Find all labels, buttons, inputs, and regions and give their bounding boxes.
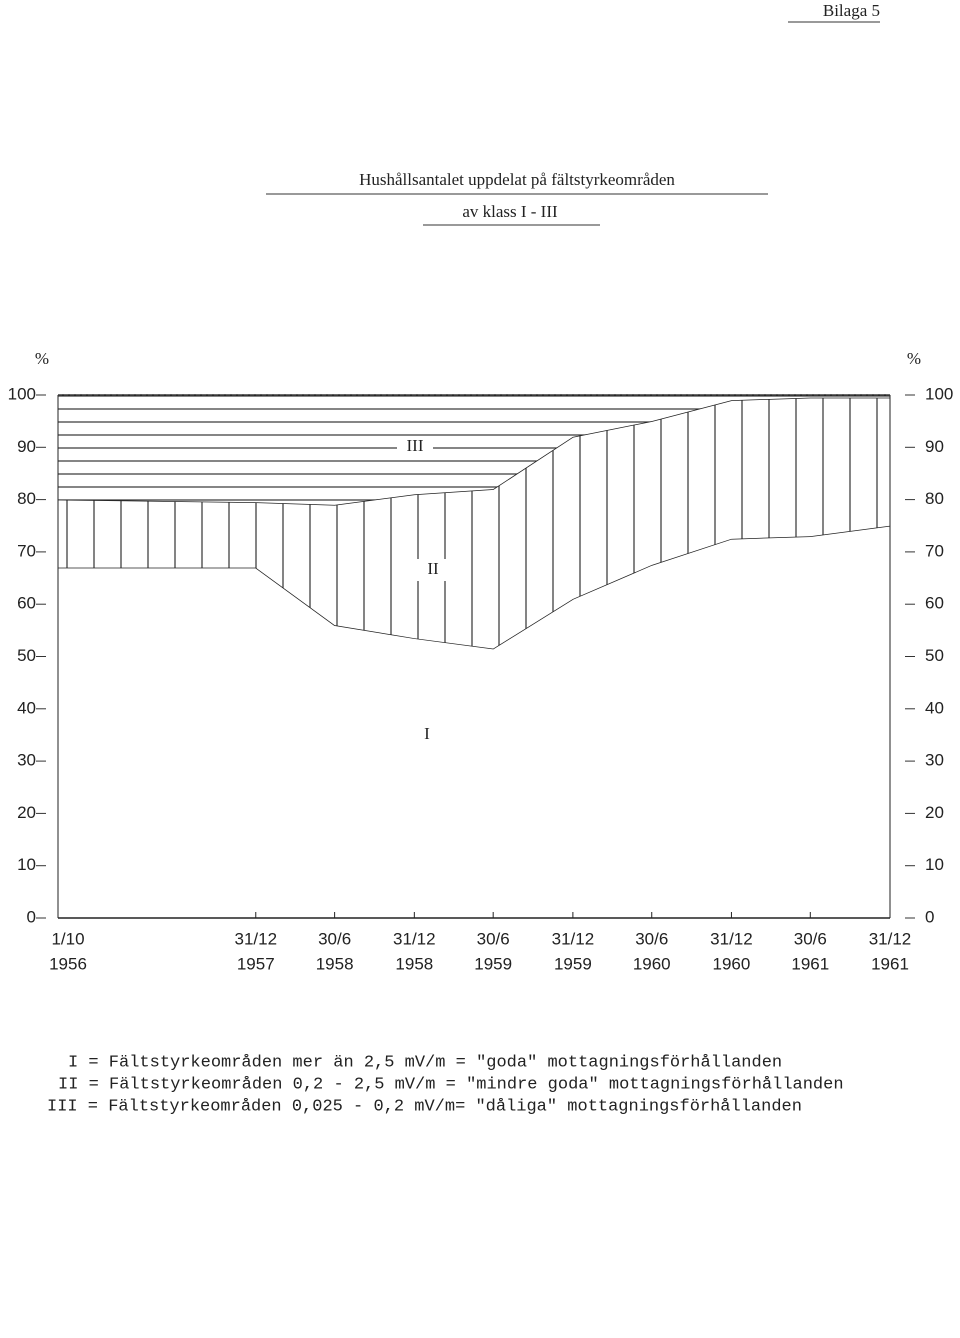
y2-tick-label: 60 <box>925 594 944 613</box>
x-tick-year: 1959 <box>554 954 592 973</box>
x-tick-year: 1960 <box>633 954 671 973</box>
y2-tick-label: 10 <box>925 855 944 874</box>
x-tick-label: 30/6 <box>318 929 351 948</box>
x-tick-label: 30/6 <box>794 929 827 948</box>
area-label-bg <box>415 559 451 581</box>
y2-tick-label: 20 <box>925 803 944 822</box>
legend: I = Fältstyrkeområden mer än 2,5 mV/m = … <box>47 1053 844 1116</box>
x-tick-year: 1961 <box>871 954 909 973</box>
y-tick-label: 90 <box>17 437 36 456</box>
y-tick-label: 30 <box>17 751 36 770</box>
area-label: I <box>424 724 430 743</box>
x-tick-label: 31/12 <box>552 929 595 948</box>
y2-axis-label: % <box>907 349 921 368</box>
area-label-bg <box>397 436 433 458</box>
legend-line: III = Fältstyrkeområden 0,025 - 0,2 mV/m… <box>47 1097 802 1116</box>
y2-tick-label: 30 <box>925 751 944 770</box>
y-tick-label: 60 <box>17 594 36 613</box>
y-tick-label: 10 <box>17 855 36 874</box>
area-label: III <box>407 436 424 455</box>
y-tick-label: 0 <box>27 907 36 926</box>
y2-tick-label: 100 <box>925 384 953 403</box>
x-tick-year: 1957 <box>237 954 275 973</box>
y-axis-label: % <box>35 349 49 368</box>
y-tick-label: 100 <box>8 384 36 403</box>
y-tick-label: 40 <box>17 698 36 717</box>
x-tick-label: 31/12 <box>869 929 912 948</box>
x-tick-year: 1956 <box>49 954 87 973</box>
legend-line: I = Fältstyrkeområden mer än 2,5 mV/m = … <box>68 1053 782 1072</box>
chart-subtitle: av klass I - III <box>462 202 558 221</box>
y-tick-label: 70 <box>17 541 36 560</box>
y2-tick-label: 70 <box>925 541 944 560</box>
area-fill <box>58 525 890 918</box>
appendix-label: Bilaga 5 <box>823 1 880 20</box>
area-label: II <box>427 559 439 578</box>
x-tick-year: 1960 <box>713 954 751 973</box>
y2-tick-label: 50 <box>925 646 944 665</box>
area-label-bg <box>409 724 445 746</box>
x-tick-label: 30/6 <box>635 929 668 948</box>
x-tick-label: 31/12 <box>393 929 436 948</box>
y2-tick-label: 0 <box>925 907 934 926</box>
y-tick-label: 50 <box>17 646 36 665</box>
y2-tick-label: 90 <box>925 437 944 456</box>
area-fill <box>58 395 890 505</box>
x-tick-label: 30/6 <box>477 929 510 948</box>
legend-line: II = Fältstyrkeområden 0,2 - 2,5 mV/m = … <box>58 1075 844 1094</box>
x-tick-label: 31/12 <box>234 929 277 948</box>
x-tick-year: 1958 <box>395 954 433 973</box>
y-tick-label: 80 <box>17 489 36 508</box>
x-tick-year: 1961 <box>791 954 829 973</box>
area-fill <box>58 397 890 649</box>
y2-tick-label: 40 <box>925 698 944 717</box>
chart-title: Hushållsantalet uppdelat på fältstyrkeom… <box>359 170 675 189</box>
y2-tick-label: 80 <box>925 489 944 508</box>
x-tick-label: 31/12 <box>710 929 753 948</box>
x-tick-year: 1959 <box>474 954 512 973</box>
x-tick-label: 1/10 <box>51 929 84 948</box>
y-tick-label: 20 <box>17 803 36 822</box>
x-tick-year: 1958 <box>316 954 354 973</box>
